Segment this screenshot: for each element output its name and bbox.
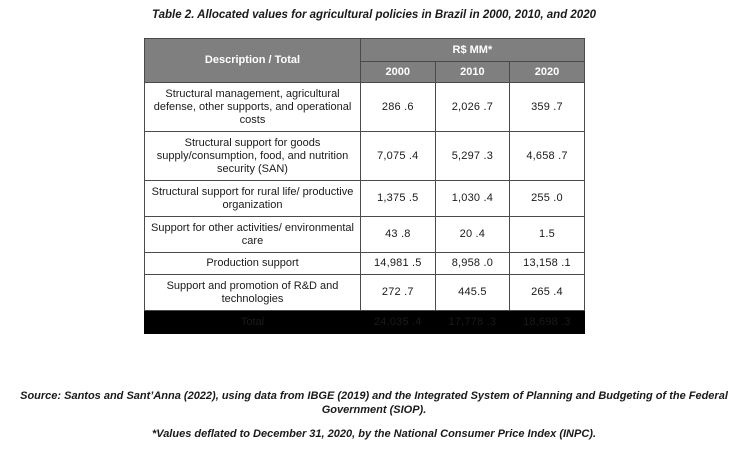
cell-2000: 43 .8 [360,216,436,253]
cell-2000: 7,075 .4 [360,131,436,181]
header-description: Description / Total [144,38,361,83]
total-2000: 24,035 .4 [360,310,436,334]
cell-2000: 14,981 .5 [360,252,436,275]
header-year-2020: 2020 [509,61,585,83]
cell-2010: 5,297 .3 [434,131,511,181]
table-row: Production support 14,981 .5 8,958 .0 13… [144,252,585,275]
cell-2000: 272 .7 [360,274,436,311]
cell-2020: 359 .7 [509,82,585,132]
table-caption: Table 2. Allocated values for agricultur… [152,9,596,21]
source-note: Source: Santos and Sant’Anna (2022), usi… [20,390,728,416]
cell-2010: 445.5 [434,274,511,311]
cell-2020: 4,658 .7 [509,131,585,181]
cell-2020: 1.5 [509,216,585,253]
table-row: Structural support for goods supply/cons… [144,131,585,181]
table-row: Support for other activities/ environmen… [144,216,585,253]
table-row: Support and promotion of R&D and technol… [144,274,585,311]
table-row: Structural support for rural life/ produ… [144,180,585,217]
cell-2010: 2,026 .7 [434,82,511,132]
total-2010: 17,778 .3 [434,310,511,334]
row-description: Structural management, agricultural defe… [144,82,361,132]
header-unit: R$ MM* [360,38,585,62]
cell-2020: 265 .4 [509,274,585,311]
row-description: Support for other activities/ environmen… [144,216,361,253]
cell-2020: 13,158 .1 [509,252,585,275]
policy-values-table: Description / Total R$ MM* 2000 2010 202… [144,38,585,334]
cell-2000: 1,375 .5 [360,180,436,217]
total-2020: 18,698 .3 [509,310,585,334]
header-row-unit: Description / Total R$ MM* [144,38,585,83]
cell-2010: 8,958 .0 [434,252,511,275]
cell-2020: 255 .0 [509,180,585,217]
cell-2010: 20 .4 [434,216,511,253]
deflation-footnote: *Values deflated to December 31, 2020, b… [151,428,596,440]
header-year-2010: 2010 [434,61,511,83]
cell-2010: 1,030 .4 [434,180,511,217]
row-description: Production support [144,252,361,275]
table-row: Structural management, agricultural defe… [144,82,585,132]
cell-2000: 286 .6 [360,82,436,132]
row-description: Structural support for rural life/ produ… [144,180,361,217]
row-description: Support and promotion of R&D and technol… [144,274,361,311]
total-label: Total [144,310,361,334]
header-year-2000: 2000 [360,61,436,83]
header-row-years: 2000 2010 2020 [145,61,585,83]
row-description: Structural support for goods supply/cons… [144,131,361,181]
total-row: Total 24,035 .4 17,778 .3 18,698 .3 [144,310,585,334]
